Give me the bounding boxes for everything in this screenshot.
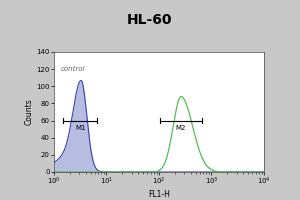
Text: M1: M1 [75,125,86,131]
Text: M2: M2 [176,125,186,131]
Text: control: control [60,66,85,72]
Text: HL-60: HL-60 [127,13,173,27]
X-axis label: FL1-H: FL1-H [148,190,170,199]
Y-axis label: Counts: Counts [25,99,34,125]
